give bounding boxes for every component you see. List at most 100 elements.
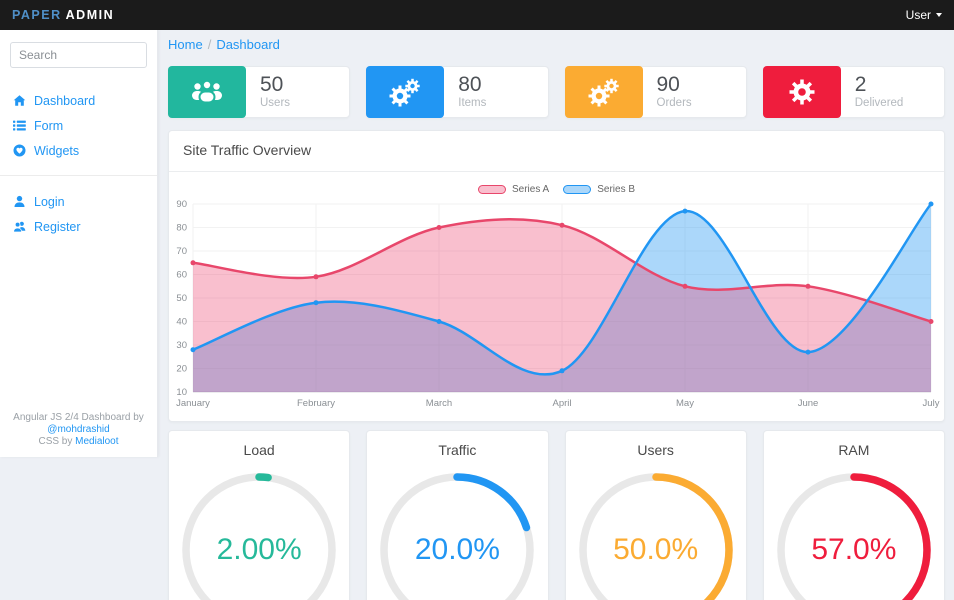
legend-swatch-b (563, 185, 592, 194)
svg-text:April: April (552, 398, 571, 409)
stat-label: Items (458, 97, 487, 109)
list-icon (13, 120, 26, 131)
legend-swatch-a (477, 185, 506, 194)
panel-header: Site Traffic Overview (169, 131, 944, 172)
footer-credit-line: Angular JS 2/4 Dashboard by (13, 412, 144, 423)
svg-text:90: 90 (176, 199, 187, 210)
author-link[interactable]: @mohdrashid (47, 424, 110, 435)
gauge-title: Load (243, 442, 275, 458)
gauge-value: 2.00% (216, 533, 302, 566)
gauge-title: RAM (838, 442, 870, 458)
breadcrumb-home-link[interactable]: Home (168, 37, 203, 52)
gear-icon (789, 79, 815, 105)
gauge-card-traffic: Traffic 20.0% (366, 430, 549, 600)
legend-series-a[interactable]: Series A (477, 184, 550, 195)
svg-text:80: 80 (176, 223, 187, 234)
svg-text:10: 10 (176, 387, 187, 398)
stat-value: 2 (854, 73, 867, 96)
search-input[interactable] (10, 42, 147, 68)
legend-series-b[interactable]: Series B (563, 184, 635, 195)
gauge-traffic: 20.0% (377, 470, 537, 600)
sidebar-divider (0, 175, 157, 176)
gauge-load: 2.00% (179, 470, 339, 600)
line-area-chart: 10 20 30 40 50 60 70 80 90 January February March Ap… (176, 199, 940, 409)
stat-info: 80 Items (444, 67, 486, 117)
svg-text:50: 50 (176, 293, 187, 304)
gauge-card-users: Users 50.0% (564, 430, 747, 600)
sidebar: Dashboard Form Widgets (0, 30, 158, 457)
logo-secondary: ADMIN (65, 8, 115, 22)
svg-text:30: 30 (176, 340, 187, 351)
gears-icon (389, 78, 420, 107)
user-dropdown-label: User (905, 8, 931, 22)
stat-info: 50 Users (246, 67, 290, 117)
main-content: Home / Dashboard 50 Users (158, 30, 954, 600)
stat-label: Delivered (854, 97, 904, 109)
stat-card-users: 50 Users (168, 66, 351, 118)
sidebar-item-register[interactable]: Register (0, 214, 157, 239)
stat-info: 90 Orders (643, 67, 692, 117)
donut-gauge (182, 473, 336, 600)
app-logo: PAPER ADMIN (12, 8, 114, 22)
sidebar-item-dashboard[interactable]: Dashboard (0, 88, 157, 113)
svg-text:May: May (676, 398, 694, 409)
gauge-title: Users (637, 442, 674, 458)
stat-card-orders: 90 Orders (564, 66, 747, 118)
donut-gauge (380, 473, 535, 600)
heart-circle-icon (13, 144, 26, 157)
stat-icon-block (168, 66, 246, 118)
users-icon (13, 221, 26, 233)
donut-gauge (578, 473, 733, 600)
stat-card-items: 80 Items (366, 66, 549, 118)
gauge-value: 20.0% (414, 533, 500, 566)
legend-label: Series B (597, 184, 636, 195)
stat-icon-block (762, 66, 841, 118)
legend-label: Series A (511, 184, 550, 195)
gauge-card-ram: RAM 57.0% (762, 430, 945, 600)
gauge-ram: 57.0% (774, 470, 934, 600)
sidebar-footer: Angular JS 2/4 Dashboard by @mohdrashid … (0, 412, 157, 448)
svg-text:70: 70 (176, 246, 187, 257)
stat-icon-block (366, 66, 445, 118)
traffic-chart-panel: Site Traffic Overview Series A Series B … (168, 130, 945, 422)
breadcrumb: Home / Dashboard (168, 37, 945, 55)
svg-text:20: 20 (176, 364, 187, 375)
gauges-row: Load 2.00% Traffic 20.0% Users (168, 430, 945, 600)
sidebar-item-label: Register (34, 219, 81, 234)
svg-text:40: 40 (176, 317, 187, 328)
gears-icon (588, 78, 619, 107)
stats-row: 50 Users 80 Items (168, 66, 945, 118)
top-navbar: PAPER ADMIN User (0, 0, 954, 30)
medialoot-link[interactable]: Medialoot (75, 436, 119, 447)
stat-label: Orders (656, 97, 692, 109)
stat-info: 2 Delivered (841, 67, 904, 117)
sidebar-item-form[interactable]: Form (0, 113, 157, 138)
stat-value: 50 (260, 73, 284, 96)
logo-primary: PAPER (12, 8, 62, 22)
chart-area: Series A Series B 10 20 30 40 50 60 70 80 90 Janu… (169, 172, 944, 425)
stat-card-delivered: 2 Delivered (762, 66, 945, 118)
stat-icon-block (564, 66, 643, 118)
sidebar-item-label: Form (34, 118, 64, 133)
sidebar-item-label: Widgets (34, 143, 80, 158)
breadcrumb-separator: / (207, 37, 212, 52)
sidebar-item-widgets[interactable]: Widgets (0, 138, 157, 163)
breadcrumb-current[interactable]: Dashboard (216, 37, 280, 52)
gauge-value: 50.0% (613, 533, 699, 566)
sidebar-item-login[interactable]: Login (0, 189, 157, 214)
gauge-title: Traffic (438, 442, 477, 458)
panel-title: Site Traffic Overview (183, 142, 312, 158)
gauge-value: 57.0% (811, 533, 897, 566)
svg-text:February: February (297, 398, 335, 409)
svg-text:60: 60 (176, 270, 187, 281)
donut-gauge (777, 473, 931, 600)
user-dropdown[interactable]: User (906, 8, 942, 22)
svg-text:July: July (923, 398, 940, 409)
user-icon (14, 195, 25, 207)
svg-text:January: January (176, 398, 210, 409)
gauge-users: 50.0% (576, 470, 736, 600)
sidebar-nav: Dashboard Form Widgets (0, 88, 157, 239)
stat-label: Users (260, 97, 291, 109)
stat-value: 90 (656, 73, 680, 96)
footer-css-prefix: CSS by (38, 436, 73, 447)
